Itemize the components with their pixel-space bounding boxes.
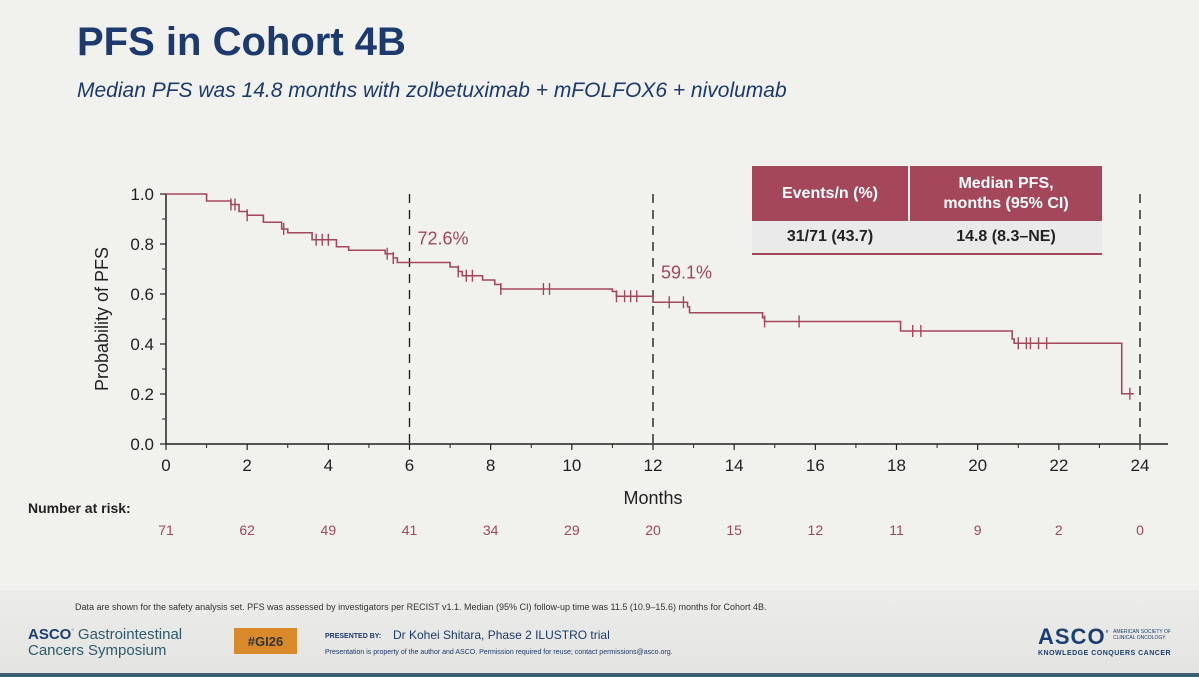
presented-by-label: PRESENTED BY: bbox=[325, 633, 382, 640]
x-tick-label: 6 bbox=[405, 456, 414, 475]
risk-count: 62 bbox=[239, 522, 255, 538]
x-tick-label: 8 bbox=[486, 456, 495, 475]
x-tick-label: 14 bbox=[725, 456, 744, 475]
risk-count: 71 bbox=[158, 522, 174, 538]
y-tick-label: 1.0 bbox=[130, 185, 154, 204]
y-axis-label: Probability of PFS bbox=[92, 247, 112, 391]
number-at-risk-label: Number at risk: bbox=[28, 500, 131, 516]
median-pfs-value: 14.8 (8.3–NE) bbox=[956, 228, 1056, 245]
risk-count: 12 bbox=[808, 522, 824, 538]
x-tick-label: 16 bbox=[806, 456, 825, 475]
page-subtitle: Median PFS was 14.8 months with zolbetux… bbox=[77, 79, 787, 102]
risk-count: 41 bbox=[402, 522, 418, 538]
x-tick-label: 18 bbox=[887, 456, 906, 475]
risk-count: 29 bbox=[564, 522, 580, 538]
x-tick-label: 12 bbox=[644, 456, 663, 475]
risk-count: 49 bbox=[321, 522, 337, 538]
y-tick-label: 0.8 bbox=[130, 235, 154, 254]
median-pfs-header: Median PFS, months (95% CI) bbox=[910, 166, 1102, 221]
events-header: Events/n (%) bbox=[752, 166, 908, 221]
presenter-name: Dr Kohei Shitara, Phase 2 ILUSTRO trial bbox=[393, 628, 610, 642]
landmark-label: 59.1% bbox=[661, 262, 712, 282]
y-tick-label: 0.0 bbox=[130, 435, 154, 454]
x-tick-label: 4 bbox=[324, 456, 333, 475]
risk-count: 2 bbox=[1055, 522, 1063, 538]
x-tick-label: 10 bbox=[562, 456, 581, 475]
x-tick-label: 2 bbox=[242, 456, 251, 475]
slide-footer: Data are shown for the safety analysis s… bbox=[0, 590, 1199, 677]
x-tick-label: 0 bbox=[161, 456, 170, 475]
page-title: PFS in Cohort 4B bbox=[77, 20, 406, 64]
risk-count: 0 bbox=[1136, 522, 1144, 538]
x-axis-label: Months bbox=[623, 488, 682, 508]
x-tick-label: 20 bbox=[968, 456, 987, 475]
hashtag-badge: #GI26 bbox=[234, 628, 297, 654]
kaplan-meier-chart: 0 2 4 6 8 10 12 14 16 18 20 22 240.00.20.40.60.81.0M… bbox=[92, 185, 1168, 538]
risk-count: 15 bbox=[726, 522, 742, 538]
median-pfs-header-text: Median PFS, months (95% CI) bbox=[943, 174, 1069, 212]
events-value: 31/71 (43.7) bbox=[786, 228, 874, 245]
y-tick-label: 0.2 bbox=[130, 385, 154, 404]
stats-table: Events/n (%) Median PFS, months (95% CI)… bbox=[752, 166, 1102, 255]
x-tick-label: 22 bbox=[1049, 456, 1068, 475]
risk-count: 9 bbox=[974, 522, 982, 538]
risk-count: 34 bbox=[483, 522, 499, 538]
copyright-notice: Presentation is property of the author a… bbox=[325, 649, 673, 656]
asco-logo: ASCO° AMERICAN SOCIETY OF CLINICAL ONCOL… bbox=[1038, 624, 1172, 657]
risk-count: 20 bbox=[645, 522, 661, 538]
y-tick-label: 0.6 bbox=[130, 285, 154, 304]
landmark-label: 72.6% bbox=[418, 229, 469, 249]
footnote: Data are shown for the safety analysis s… bbox=[75, 602, 767, 612]
symposium-logo: ASCO° Gastrointestinal Cancers Symposium bbox=[28, 626, 183, 659]
risk-count: 11 bbox=[889, 522, 904, 538]
y-tick-label: 0.4 bbox=[130, 335, 154, 354]
x-tick-label: 24 bbox=[1131, 456, 1150, 475]
